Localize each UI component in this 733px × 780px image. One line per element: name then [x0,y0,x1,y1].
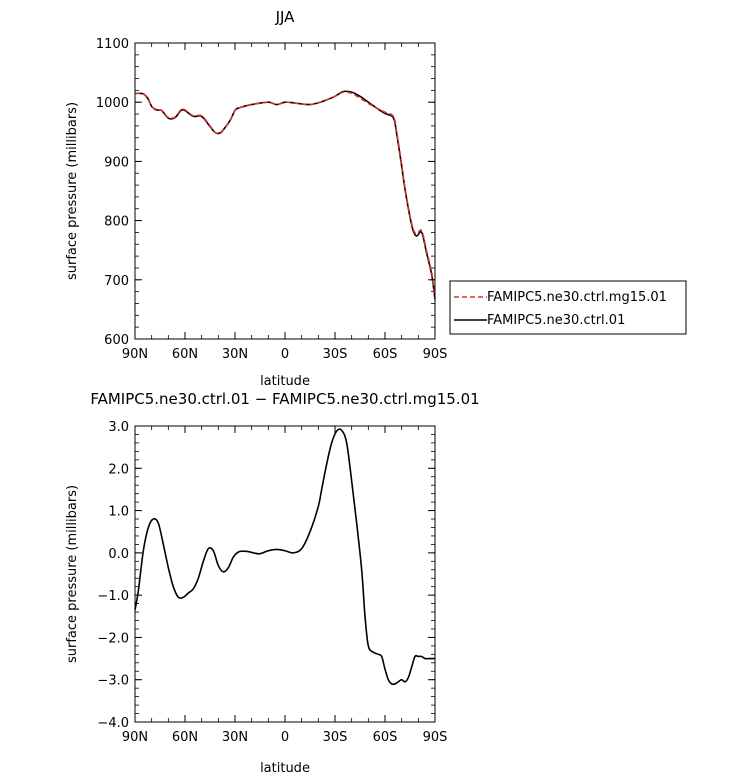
x-tick-label: 90S [423,347,448,362]
series-line [134,428,435,686]
x-tick-label: 0 [281,730,289,745]
chart-title: JJA [275,8,296,26]
y-tick-label: 700 [104,274,129,289]
series-line [134,90,436,300]
y-tick-label: 1100 [96,37,129,52]
x-tick-label: 60S [373,730,398,745]
x-tick-label: 30S [323,347,348,362]
y-tick-label: −2.0 [97,631,129,646]
plot-area [134,428,435,686]
x-tick-label: 90S [423,730,448,745]
x-tick-label: 0 [281,347,289,362]
x-tick-label: 90N [122,730,148,745]
x-tick-label: 30N [222,347,248,362]
x-ticks: 90N 60N 30N 0 30S 60S 90S [122,43,448,362]
y-axis-label: surface pressure (millibars) [65,485,80,663]
series-line [134,91,436,299]
plot-frame [134,42,436,340]
x-axis-label: latitude [260,374,310,389]
legend-label-ctrl: FAMIPC5.ne30.ctrl.01 [487,313,625,328]
y-tick-label: 900 [104,155,129,170]
y-ticks: −4.0 −3.0 −2.0 −1.0 0.0 1.0 2.0 3.0 [97,420,435,731]
y-tick-label: 0.0 [108,547,129,562]
y-tick-label: 3.0 [108,420,129,435]
x-tick-label: 60N [172,730,198,745]
y-tick-label: 2.0 [108,462,129,477]
y-tick-label: 1000 [96,96,129,111]
x-tick-label: 60S [373,347,398,362]
y-tick-label: 1.0 [108,505,129,520]
plot-area [134,90,436,300]
legend-box [449,280,687,335]
legend-label-mg15: FAMIPC5.ne30.ctrl.mg15.01 [487,290,667,305]
x-tick-label: 30N [222,730,248,745]
chart-panel-bottom: FAMIPC5.ne30.ctrl.01 − FAMIPC5.ne30.ctrl… [65,390,480,776]
y-tick-label: −1.0 [97,589,129,604]
y-tick-label: −4.0 [97,716,129,731]
plot-frame [134,425,436,723]
x-tick-label: 90N [122,347,148,362]
y-tick-label: 800 [104,215,129,230]
y-tick-label: −3.0 [97,674,129,689]
x-ticks: 90N 60N 30N 0 30S 60S 90S [122,426,448,745]
y-axis-label: surface pressure (millibars) [65,102,80,280]
x-tick-label: 30S [323,730,348,745]
legend: FAMIPC5.ne30.ctrl.mg15.01 FAMIPC5.ne30.c… [449,280,687,335]
x-tick-label: 60N [172,347,198,362]
x-axis-label: latitude [260,761,310,776]
y-tick-label: 600 [104,333,129,348]
y-ticks: 600 700 800 900 1000 1100 [96,37,435,348]
chart-title: FAMIPC5.ne30.ctrl.01 − FAMIPC5.ne30.ctrl… [90,390,479,408]
